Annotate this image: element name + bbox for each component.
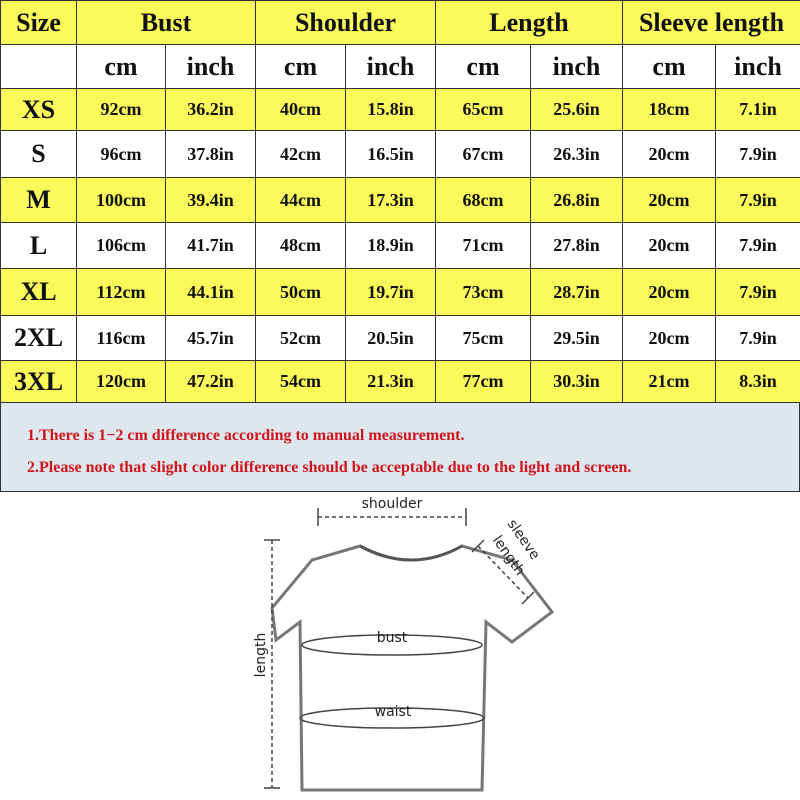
table-cell: 3XL [0,360,77,403]
table-cell: cm [76,44,166,89]
table-cell: 8.3in [715,360,800,403]
table-cell: 37.8in [164,130,257,178]
table-cell: L [0,222,77,269]
table-cell: 25.6in [530,88,624,131]
table-cell: 112cm [76,268,166,316]
table-cell: 19.7in [345,268,437,316]
tshirt-outline [270,544,555,792]
table-cell: 27.8in [530,222,624,269]
size-table: Size Bust Shoulder Length Sleeve length cm inc… [0,0,800,403]
table-cell: 106cm [76,222,166,269]
table-cell: cm [435,44,532,89]
table-cell: XL [0,268,77,316]
table-cell: 65cm [435,88,532,131]
table-cell: 68cm [435,177,532,223]
table-row: cm inch cm inch cm inch cm inch [0,44,800,89]
table-row: L 106cm 41.7in 48cm 18.9in 71cm 27.8in 20cm 7.9i… [0,222,800,269]
table-cell: 20cm [622,222,717,269]
table-cell: 96cm [76,130,166,178]
table-cell: Sleeve length [622,0,800,45]
table-row: XL 112cm 44.1in 50cm 19.7in 73cm 28.7in 20cm 7.9… [0,268,800,316]
collar [359,544,463,562]
table-cell: 26.8in [530,177,624,223]
table-cell: 18cm [622,88,717,131]
table-cell: cm [622,44,717,89]
table-cell: 18.9in [345,222,437,269]
table-cell: 40cm [255,88,347,131]
table-cell: 21cm [622,360,717,403]
table-cell: 73cm [435,268,532,316]
table-cell: 42cm [255,130,347,178]
table-cell: 67cm [435,130,532,178]
table-cell: 26.3in [530,130,624,178]
table-cell: 71cm [435,222,532,269]
table-cell: 7.9in [715,268,800,316]
table-cell: 44.1in [164,268,257,316]
table-cell: 15.8in [345,88,437,131]
table-cell: 44cm [255,177,347,223]
table-cell: inch [530,44,624,89]
table-cell: 7.9in [715,177,800,223]
table-cell: 54cm [255,360,347,403]
table-cell: 21.3in [345,360,437,403]
table-cell: 47.2in [164,360,257,403]
table-cell: XS [0,88,77,131]
bust-label: bust [377,630,408,646]
waist-label: waist [375,704,412,720]
table-row: 3XL 120cm 47.2in 54cm 21.3in 77cm 30.3in 21cm 8.… [0,360,800,403]
table-cell: 30.3in [530,360,624,403]
measure-lines [264,508,535,789]
table-cell: 48cm [255,222,347,269]
table-cell: M [0,177,77,223]
table-cell: 28.7in [530,268,624,316]
notes-box: 1.There is 1−2 cm difference according t… [0,402,800,492]
table-cell: 20cm [622,268,717,316]
table-cell: inch [345,44,437,89]
table-cell: 16.5in [345,130,437,178]
length-label: length [253,633,269,678]
table-cell: 50cm [255,268,347,316]
table-cell: Length [435,0,624,45]
table-cell: 17.3in [345,177,437,223]
table-row: 2XL 116cm 45.7in 52cm 20.5in 75cm 29.5in 20cm 7.… [0,315,800,361]
table-cell: 75cm [435,315,532,361]
table-cell: 45.7in [164,315,257,361]
table-cell: 2XL [0,315,77,361]
note: 2.Please note that slight color differen… [27,459,632,476]
table-cell: 92cm [76,88,166,131]
shoulder-label: shoulder [362,496,423,512]
table-cell: 7.1in [715,88,800,131]
table-cell: 20cm [622,130,717,178]
table-row: M 100cm 39.4in 44cm 17.3in 68cm 26.8in 20cm 7.9i… [0,177,800,223]
table-cell: 77cm [435,360,532,403]
bust-line [301,634,483,656]
table-cell: 20cm [622,177,717,223]
table-cell: 39.4in [164,177,257,223]
table-row: Size Bust Shoulder Length Sleeve length [0,0,800,45]
table-cell: Bust [75,0,257,45]
table-cell: Size [0,0,77,45]
note: 1.There is 1−2 cm difference according t… [27,427,465,444]
table-cell: cm [255,44,347,89]
table-cell: 7.9in [715,315,800,361]
waist-line [299,707,485,729]
table-cell: 120cm [76,360,166,403]
table-cell: 100cm [76,177,166,223]
